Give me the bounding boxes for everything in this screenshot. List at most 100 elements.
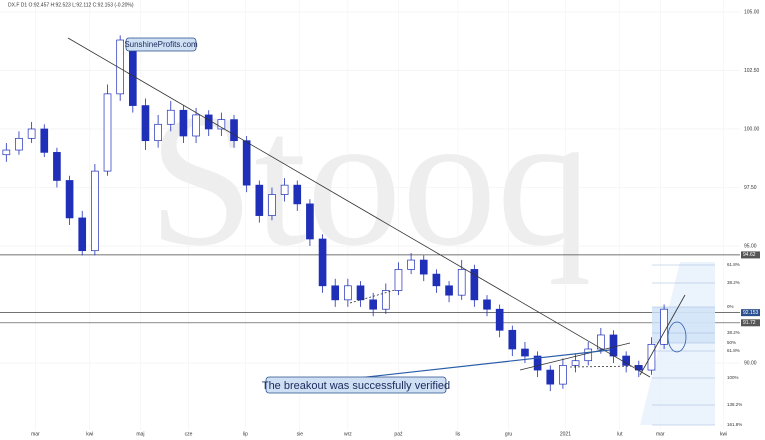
x-tick-label: mar: [656, 431, 665, 437]
fib-label: 50%: [727, 340, 736, 345]
candle-body: [280, 184, 289, 195]
fib-label: 0%: [727, 304, 734, 309]
annotation: The breakout was successfully verified: [262, 380, 450, 392]
candle-body: [407, 259, 415, 270]
candle-body: [369, 299, 377, 310]
y-tick-label: 102.50: [744, 68, 760, 74]
candle-body: [546, 369, 555, 385]
candle-body: [217, 119, 226, 130]
price-tag: [741, 319, 760, 327]
x-tick-label: gru: [505, 431, 512, 437]
candle-body: [356, 285, 365, 301]
candle-body: [381, 290, 390, 310]
candle-body: [2, 149, 11, 156]
drawings: [67, 37, 687, 381]
x-tick-label: mar: [31, 431, 40, 437]
candle-body: [622, 355, 630, 366]
rise-line: [639, 294, 686, 376]
candle-body: [344, 285, 352, 301]
candle-body: [65, 180, 74, 219]
candle-body: [179, 109, 188, 137]
price-tag-label: 91.72: [743, 320, 756, 326]
candle-body: [268, 194, 276, 216]
y-tick-label: 97.50: [744, 185, 757, 191]
fib-label: 100%: [727, 375, 739, 380]
fib-label: 38.2%: [727, 280, 740, 285]
candle-body: [116, 39, 124, 95]
candle-body: [445, 285, 453, 296]
fib-label: 61.8%: [727, 262, 740, 267]
fib-label: 138.2%: [727, 402, 742, 407]
support-line: [519, 342, 631, 371]
candle-body: [318, 238, 327, 287]
candle-body: [571, 360, 580, 366]
candle-body: [483, 299, 491, 310]
candle-body: [394, 269, 403, 291]
header: DX.F D1 O:92.457 H:92.523 L:92.112 C:92.…: [8, 2, 134, 8]
candle-body: [141, 105, 150, 142]
price-tag: [741, 309, 760, 317]
candle-body: [470, 269, 479, 301]
candle-body: [432, 273, 441, 287]
candle-body: [103, 93, 112, 172]
candle-body: [192, 114, 200, 137]
trend-line: [67, 37, 651, 378]
x-tick-label: lis: [456, 431, 461, 437]
x-tick-label: cze: [185, 431, 193, 437]
candle-body: [597, 334, 605, 350]
x-tick-label: kwi: [86, 431, 93, 437]
fib-overlay: 61.8% 38.2% 0% 38.2% 50% 61.8% 100% 138.2% 161.8…: [640, 262, 742, 427]
y-tick-label: 90.00: [744, 360, 757, 366]
candle-body: [508, 329, 517, 350]
candle-body: [533, 355, 542, 371]
price-tag: [741, 251, 760, 259]
x-tick-label: wrz: [344, 431, 352, 437]
candle-body: [27, 128, 36, 139]
price-tag-label: 92.153: [743, 310, 759, 316]
candle-body: [204, 114, 213, 130]
highlight-ellipse: [667, 321, 687, 353]
candle-body: [584, 348, 593, 362]
candle-body: [230, 119, 238, 142]
candle-body: [242, 140, 251, 186]
candle-body: [53, 152, 61, 181]
candle-body: [154, 123, 162, 142]
x-tick-label: lip: [243, 431, 248, 437]
candle-body: [559, 365, 567, 385]
watermark: Stooq: [148, 76, 591, 286]
candle-body: [306, 203, 314, 240]
candle-body: [457, 269, 466, 296]
candle-body: [78, 217, 87, 252]
candle-body: [609, 334, 618, 357]
y-tick-label: 100.00: [744, 126, 760, 132]
annotation: SunshineProfits.com: [124, 40, 198, 49]
fib-label: 61.8%: [727, 348, 740, 353]
pointer-line: [339, 349, 611, 381]
y-tick-label: 105.00: [744, 9, 760, 15]
y-tick-label: 95.00: [744, 243, 757, 249]
fib-label: 161.8%: [727, 422, 742, 427]
candle-body: [15, 137, 23, 151]
candle-body: [293, 184, 302, 205]
candle-body: [255, 184, 264, 216]
fib-fan: [640, 262, 715, 425]
candle-body: [647, 343, 656, 371]
candle-body: [331, 285, 340, 301]
annotation-box: [125, 37, 197, 52]
x-tick-label: paź: [394, 431, 403, 437]
candle-body: [166, 109, 175, 125]
x-tick-label: kwi: [720, 431, 727, 437]
candle-body: [40, 128, 49, 153]
fib-label: 38.2%: [727, 330, 740, 335]
price-tag-label: 94.62: [743, 252, 756, 258]
x-tick-label: maj: [136, 431, 144, 437]
candle-body: [91, 170, 99, 252]
x-tick-label: 2021: [560, 431, 571, 437]
candle-body: [495, 308, 504, 331]
candle-body: [660, 308, 668, 345]
candle-body: [521, 348, 529, 357]
x-tick-label: lut: [617, 431, 623, 437]
candle-body: [419, 259, 428, 275]
annotation-box: [265, 376, 447, 394]
